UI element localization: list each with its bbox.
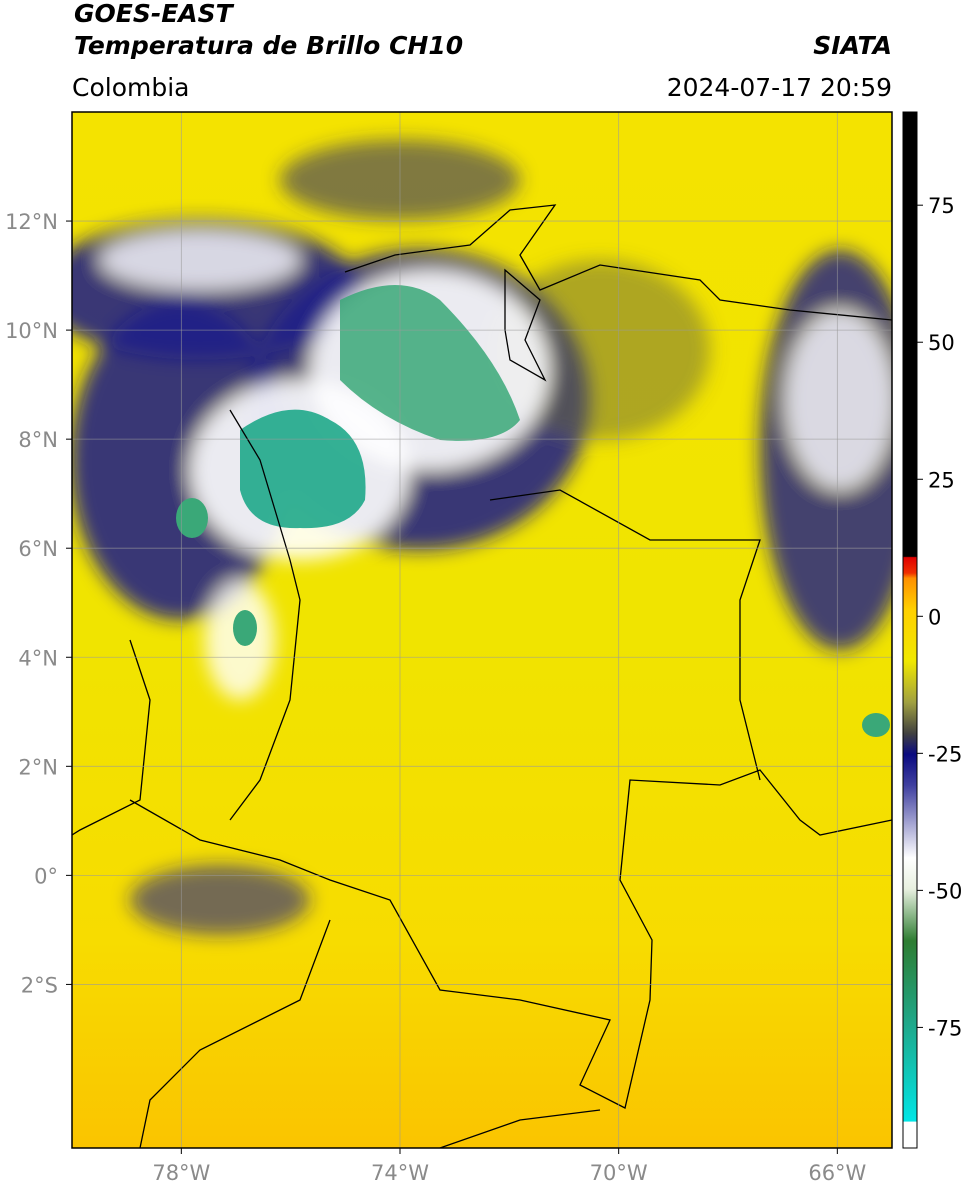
y-tick-label: 12°N bbox=[5, 210, 58, 234]
region: Colombia bbox=[72, 73, 189, 102]
colorbar-tick-label: -75 bbox=[928, 1016, 962, 1040]
x-tick-label: 78°W bbox=[152, 1161, 210, 1185]
y-tick-label: 10°N bbox=[5, 319, 58, 343]
graticule bbox=[72, 112, 892, 1148]
colorbar-tick-label: 0 bbox=[928, 605, 941, 629]
y-tick-label: 8°N bbox=[18, 428, 58, 452]
map-image bbox=[72, 112, 892, 1148]
colorbar-tick-label: -50 bbox=[928, 879, 962, 903]
colorbar-ticks: 75 50 25 0 -25 -50 -75 bbox=[917, 194, 962, 1040]
y-tick-label: 0° bbox=[34, 864, 58, 888]
colorbar-tick-label: 75 bbox=[928, 194, 955, 218]
subtitle: Temperatura de Brillo CH10 bbox=[74, 31, 463, 60]
title: GOES-EAST bbox=[74, 0, 235, 28]
colorbar-tick-label: 25 bbox=[928, 468, 955, 492]
colorbar-tick-label: 50 bbox=[928, 331, 955, 355]
colorbar-tick-label: -25 bbox=[928, 742, 962, 766]
source: SIATA bbox=[813, 31, 892, 60]
timestamp: 2024-07-17 20:59 bbox=[667, 73, 892, 102]
borders bbox=[72, 204, 892, 1148]
x-tick-label: 74°W bbox=[371, 1161, 429, 1185]
y-tick-label: 2°S bbox=[21, 973, 58, 997]
colorbar bbox=[902, 111, 918, 1149]
y-tick-label: 4°N bbox=[18, 646, 58, 670]
y-tick-label: 6°N bbox=[18, 537, 58, 561]
x-tick-label: 66°W bbox=[808, 1161, 866, 1185]
y-tick-label: 2°N bbox=[18, 755, 58, 779]
map-frame bbox=[71, 111, 893, 1149]
x-tick-label: 70°W bbox=[590, 1161, 648, 1185]
